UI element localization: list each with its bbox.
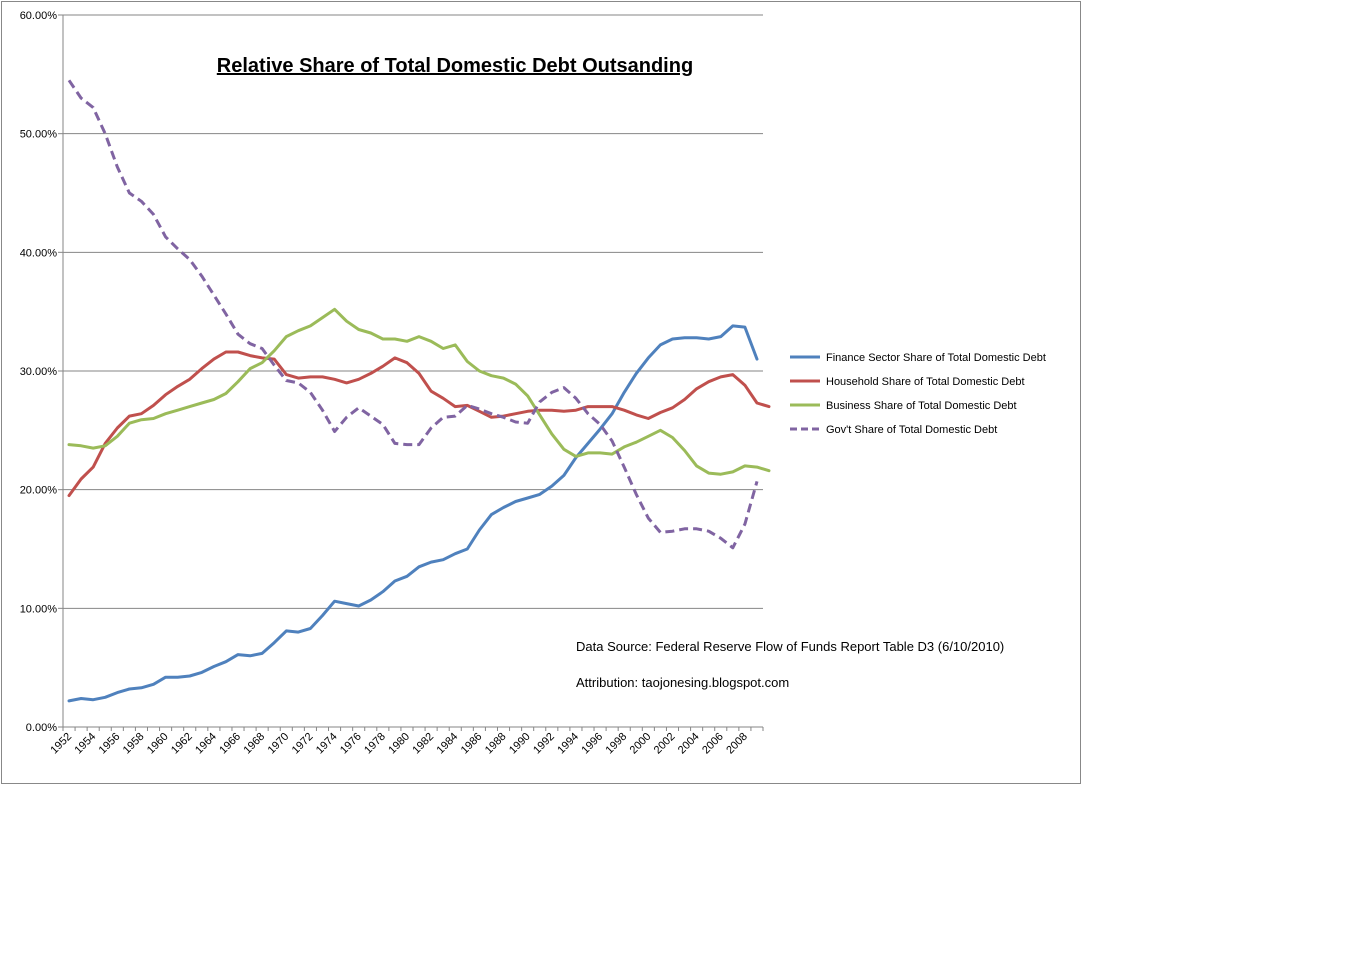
x-tick-label: 1996 — [579, 731, 605, 757]
x-tick-label: 2008 — [724, 731, 750, 757]
legend-label-2: Business Share of Total Domestic Debt — [826, 400, 1017, 412]
x-tick-label: 2000 — [628, 731, 654, 757]
x-tick-label: 1964 — [193, 731, 219, 757]
y-tick-label: 50.00% — [20, 129, 58, 141]
x-tick-label: 1988 — [483, 731, 509, 757]
x-tick-labels: 1952195419561958196019621964196619681970… — [48, 731, 750, 757]
chart-frame — [1, 1, 1081, 784]
legend-label-1: Household Share of Total Domestic Debt — [826, 376, 1025, 388]
series-line-2 — [67, 307, 771, 476]
x-tick-label: 1994 — [555, 731, 581, 757]
x-tick-label: 1984 — [435, 731, 461, 757]
legend-label-0: Finance Sector Share of Total Domestic D… — [826, 352, 1046, 364]
x-tick-label: 1992 — [531, 731, 557, 757]
x-tick-label: 1960 — [145, 731, 171, 757]
gridlines — [58, 14, 764, 731]
x-tick-label: 2006 — [700, 731, 726, 757]
x-tick-label: 1976 — [338, 731, 364, 757]
x-tick-label: 1954 — [72, 731, 98, 757]
y-tick-label: 40.00% — [20, 247, 58, 259]
x-tick-label: 2004 — [676, 731, 702, 757]
x-tick-label: 1968 — [241, 731, 267, 757]
legend-label-3: Gov't Share of Total Domestic Debt — [826, 424, 997, 436]
x-tick-label: 1978 — [362, 731, 388, 757]
x-tick-label: 1952 — [48, 731, 74, 757]
y-tick-label: 0.00% — [26, 722, 57, 734]
x-tick-label: 1982 — [410, 731, 436, 757]
x-tick-label: 1956 — [97, 731, 123, 757]
x-tick-label: 1972 — [290, 731, 316, 757]
y-tick-label: 60.00% — [20, 10, 58, 22]
x-tick-label: 1980 — [386, 731, 412, 757]
series-line-0 — [67, 324, 759, 703]
x-tick-label: 1970 — [266, 731, 292, 757]
legend: Finance Sector Share of Total Domestic D… — [790, 352, 1046, 436]
series-line-1 — [67, 350, 771, 498]
series-lines — [67, 79, 771, 703]
x-tick-label: 1998 — [604, 731, 630, 757]
y-tick-labels: 0.00% 10.00% 20.00% 30.00% 40.00% 50.00% 60.00… — [20, 10, 58, 734]
attribution-note: Attribution: taojonesing.blogspot.com — [576, 675, 789, 690]
x-tick-label: 1958 — [121, 731, 147, 757]
y-tick-label: 20.00% — [20, 485, 58, 497]
x-tick-label: 1986 — [459, 731, 485, 757]
x-tick-label: 1962 — [169, 731, 195, 757]
data-source-note: Data Source: Federal Reserve Flow of Fun… — [576, 639, 1004, 654]
x-tick-label: 1990 — [507, 731, 533, 757]
x-tick-label: 1974 — [314, 731, 340, 757]
x-tick-label: 1966 — [217, 731, 243, 757]
series-line-3 — [67, 79, 759, 550]
chart-title: Relative Share of Total Domestic Debt Ou… — [217, 55, 693, 77]
y-tick-label: 10.00% — [20, 603, 58, 615]
x-tick-label: 2002 — [652, 731, 678, 757]
y-tick-label: 30.00% — [20, 366, 58, 378]
